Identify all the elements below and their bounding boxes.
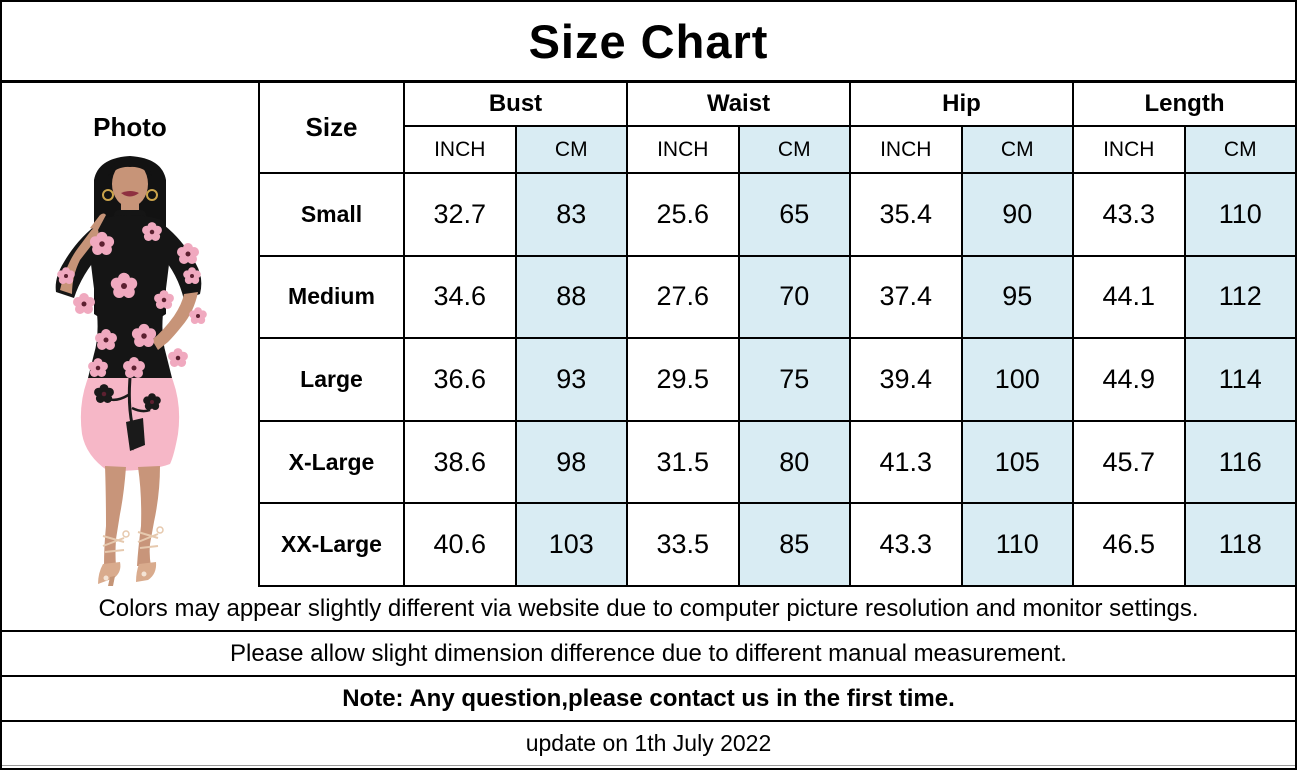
measurement-cell: 37.4 [851,256,963,338]
group-bust: Bust INCH CM [405,83,628,172]
measurement-cell: 43.3 [1074,174,1186,255]
measurement-cell: 75 [739,339,851,420]
unit-header-cm: CM [1185,127,1295,172]
size-column-header: Size [260,83,405,172]
group-header-length: Length [1074,83,1295,127]
size-row-label: Small [260,174,405,255]
measurement-cell: 45.7 [1074,421,1186,503]
group-header-bust: Bust [405,83,626,127]
size-row-label: XX-Large [260,504,405,585]
note-colors-disclaimer: Colors may appear slightly different via… [2,587,1295,632]
group-hip: Hip INCH CM [851,83,1074,172]
measurement-cell: 118 [1185,504,1295,585]
measurement-cell: 116 [1185,421,1295,503]
measurement-cell: 90 [962,174,1074,255]
measurement-cell: 95 [962,256,1074,338]
size-row-label: Medium [260,256,405,338]
measurement-cell: 98 [516,421,628,503]
measurement-cell: 110 [962,504,1074,585]
measurement-cell: 33.5 [628,504,740,585]
size-row-label: X-Large [260,421,405,503]
photo-column-header: Photo [2,83,260,172]
table-row-small: Small 32.7 83 25.6 65 35.4 90 43.3 110 [260,174,1295,257]
measurement-cell: 93 [516,339,628,420]
data-rows: Small 32.7 83 25.6 65 35.4 90 43.3 110 M… [260,174,1295,585]
measurement-cell: 34.6 [405,256,517,338]
unit-header-inch: INCH [851,127,963,172]
table-row-large: Large 36.6 93 29.5 75 39.4 100 44.9 114 [260,339,1295,422]
size-row-label: Large [260,339,405,420]
measurement-cell: 35.4 [851,174,963,255]
unit-header-inch: INCH [628,127,740,172]
unit-header-cm: CM [516,127,626,172]
measurement-cell: 40.6 [405,504,517,585]
measurement-cell: 105 [962,421,1074,503]
unit-header-inch: INCH [405,127,517,172]
measurement-cell: 25.6 [628,174,740,255]
note-contact: Note: Any question,please contact us in … [2,677,1295,722]
measurement-cell: 100 [962,339,1074,420]
measurement-cell: 32.7 [405,174,517,255]
group-header-waist: Waist [628,83,849,127]
update-date: update on 1th July 2022 [2,722,1295,766]
group-waist: Waist INCH CM [628,83,851,172]
unit-header-cm: CM [962,127,1072,172]
measurement-cell: 44.9 [1074,339,1186,420]
table-row-medium: Medium 34.6 88 27.6 70 37.4 95 44.1 112 [260,256,1295,340]
measurement-cell: 83 [516,174,628,255]
measurement-cell: 44.1 [1074,256,1186,338]
page-title: Size Chart [2,2,1295,83]
model-photo [2,154,258,587]
measurement-cell: 46.5 [1074,504,1186,585]
measurement-cell: 43.3 [851,504,963,585]
measurement-cell: 31.5 [628,421,740,503]
measurement-cell: 38.6 [405,421,517,503]
measurement-cell: 70 [739,256,851,338]
measurement-cell: 80 [739,421,851,503]
measurement-cell: 41.3 [851,421,963,503]
photo-cell [2,154,260,587]
measurement-cell: 85 [739,504,851,585]
group-length: Length INCH CM [1074,83,1295,172]
measurement-cell: 36.6 [405,339,517,420]
table-row-x-large: X-Large 38.6 98 31.5 80 41.3 105 45.7 11… [260,421,1295,505]
measurement-cell: 29.5 [628,339,740,420]
measurement-cell: 39.4 [851,339,963,420]
unit-header-cm: CM [739,127,849,172]
measurement-cell: 88 [516,256,628,338]
note-measurement-disclaimer: Please allow slight dimension difference… [2,632,1295,677]
measurement-cell: 103 [516,504,628,585]
table-body: Small 32.7 83 25.6 65 35.4 90 43.3 110 M… [2,154,1295,587]
measurement-cell: 110 [1185,174,1295,255]
measurement-cell: 65 [739,174,851,255]
table-row-xx-large: XX-Large 40.6 103 33.5 85 43.3 110 46.5 … [260,504,1295,585]
group-header-hip: Hip [851,83,1072,127]
table-header-row: Photo Size Bust INCH CM Waist INCH CM Hi… [2,83,1295,174]
unit-header-inch: INCH [1074,127,1186,172]
measurement-cell: 114 [1185,339,1295,420]
measurement-cell: 27.6 [628,256,740,338]
measurement-cell: 112 [1185,256,1295,338]
